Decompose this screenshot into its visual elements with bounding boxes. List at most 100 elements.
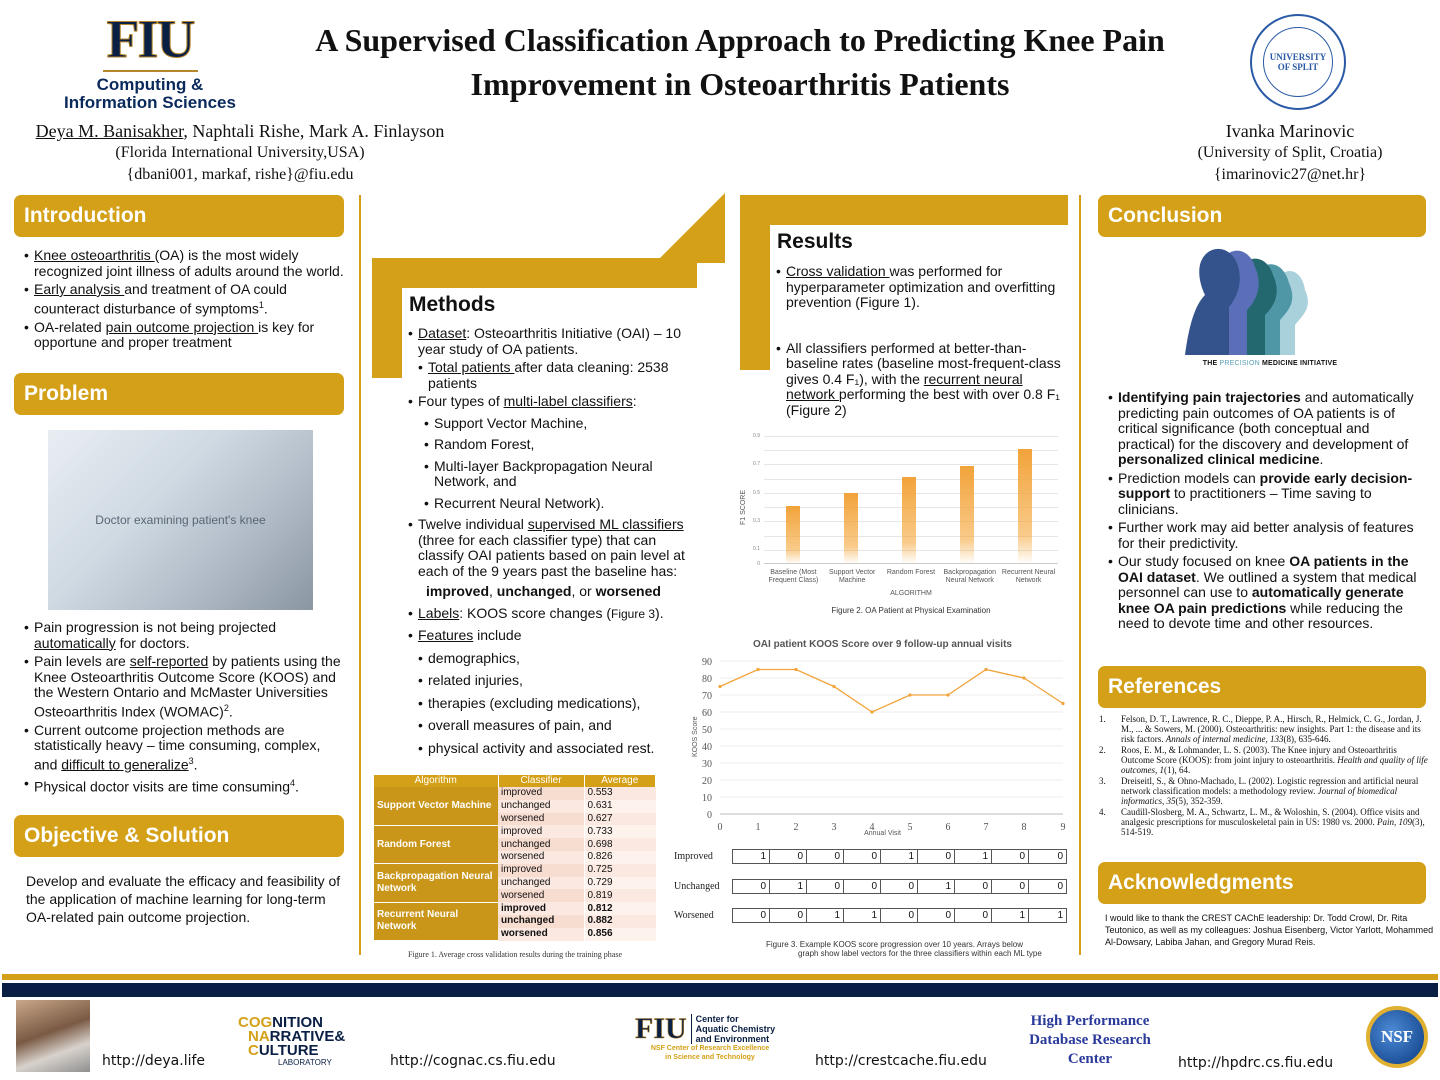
svg-text:8: 8 xyxy=(1022,822,1027,833)
methods-bullet-twelve: Twelve individual supervised ML classifi… xyxy=(408,516,703,579)
x-axis-label: Annual Visit xyxy=(864,830,901,837)
table-row: Backpropagation Neural Network improved 0.… xyxy=(374,863,656,903)
decorative-triangle xyxy=(655,193,725,263)
results-heading: Results xyxy=(777,230,853,253)
svg-text:10: 10 xyxy=(702,793,712,804)
methods-bullet-labels: Labels: KOOS score changes (Figure 3). xyxy=(408,605,703,623)
conclusion-bullets: Identifying pain trajectories and automa… xyxy=(1108,389,1428,635)
problem-bullet: Current outcome projection methods are s… xyxy=(24,722,344,773)
algorithm-cell: Random Forest xyxy=(374,825,498,865)
table-header-row: Algorithm Classifier Average xyxy=(374,775,656,787)
table-row: unchanged 0.882 xyxy=(374,914,656,928)
link-deya-life[interactable]: http://deya.life xyxy=(102,1053,206,1069)
results-bullets: Cross validation was performed for hyper… xyxy=(776,263,1061,421)
acknowledgments-heading: Acknowledgments xyxy=(1098,862,1426,904)
table-row: unchanged 0.631 xyxy=(374,799,656,813)
link-crestcache[interactable]: http://crestcache.fiu.edu xyxy=(815,1053,987,1069)
cognac-lab-logo: COGNITION NARRATIVE& CULTURE LABORATORY xyxy=(238,1014,346,1067)
affiliation-split: (University of Split, Croatia) xyxy=(1197,144,1383,161)
feature-item: demographics, xyxy=(418,650,703,667)
chart-title: OAI patient KOOS Score over 9 follow-up … xyxy=(753,639,1012,650)
bar-backprop-nn xyxy=(960,466,974,564)
algorithm-cell: Recurrent Neural Network xyxy=(374,902,498,942)
crest-cache-logo: FIU Center for Aquatic Chemistry and Envir… xyxy=(635,1012,776,1061)
x-axis-label: ALGORITHM xyxy=(890,590,932,597)
cross-validation-table: Algorithm Classifier Average Support Vec… xyxy=(374,775,656,942)
svg-text:1: 1 xyxy=(756,822,761,833)
conclusion-heading: Conclusion xyxy=(1098,195,1426,237)
table-row: worsened 0.627 xyxy=(374,812,656,826)
reference-item: 3. Dreiseitl, S., & Ohno-Machado, L. (200… xyxy=(1099,776,1419,806)
reference-item: 1. Felson, D. T., Lawrence, R. C., Dieppe… xyxy=(1099,714,1422,744)
problem-bullet: Pain progression is not being projected … xyxy=(24,619,344,651)
methods-bullets: Dataset: Osteoarthritis Initiative (OAI)… xyxy=(408,325,703,759)
methods-bullet-dataset: Dataset: Osteoarthritis Initiative (OAI)… xyxy=(408,325,703,357)
objective-text: Develop and evaluate the efficacy and fe… xyxy=(26,873,341,925)
svg-text:70: 70 xyxy=(702,691,712,702)
svg-text:60: 60 xyxy=(702,708,712,719)
koos-line-chart: OAI patient KOOS Score over 9 follow-up … xyxy=(690,637,1075,847)
intro-bullet: OA-related pain outcome projection is ke… xyxy=(24,319,344,351)
email-split: {imarinovic27@net.hr} xyxy=(1213,166,1367,183)
classifier-item: Random Forest, xyxy=(424,436,703,453)
table-row: worsened 0.856 xyxy=(374,927,656,941)
intro-bullet: Early analysis and treatment of OA could… xyxy=(24,281,344,317)
problem-bullets: Pain progression is not being projected … xyxy=(24,619,344,798)
university-of-split-logo: UNIVERSITY OF SPLIT xyxy=(1250,14,1346,110)
acknowledgments-text: I would like to thank the CREST CAChE le… xyxy=(1105,913,1434,947)
problem-bullet: Pain levels are self-reported by patient… xyxy=(24,653,344,720)
table-row: Random Forest improved 0.733 xyxy=(374,825,656,865)
column-divider xyxy=(359,195,361,955)
references-heading: References xyxy=(1098,666,1426,708)
reference-item: 4. Caudill-Slosberg, M. A., Schwartz, L. … xyxy=(1099,807,1425,837)
author-marinovic: Ivanka Marinovic xyxy=(1225,121,1355,141)
feature-item: therapies (excluding medications), xyxy=(418,695,703,712)
methods-frame-side xyxy=(372,258,402,378)
title-line-2: Improvement in Osteoarthritis Patients xyxy=(470,66,1010,102)
poster-title: A Supervised Classification Approach to … xyxy=(260,18,1220,106)
svg-text:30: 30 xyxy=(702,759,712,770)
svg-text:40: 40 xyxy=(702,742,712,753)
link-hpdrc[interactable]: http://hpdrc.cs.fiu.edu xyxy=(1178,1055,1334,1071)
bar-baseline xyxy=(786,506,800,564)
svg-text:80: 80 xyxy=(702,674,712,685)
classifier-item: Recurrent Neural Network). xyxy=(424,495,703,512)
methods-bullet-features: Features include xyxy=(408,627,703,644)
silhouettes-icon xyxy=(1185,248,1308,355)
svg-text:20: 20 xyxy=(702,776,712,787)
svg-text:0: 0 xyxy=(707,810,712,821)
fiu-cis-logo: FIU Computing & Information Sciences xyxy=(50,12,250,112)
nsf-logo: NSF xyxy=(1366,1006,1428,1068)
table-row: worsened 0.819 xyxy=(374,889,656,903)
conclusion-bullet: Further work may aid better analysis of … xyxy=(1108,519,1428,551)
affiliation-fiu: (Florida International University,USA) xyxy=(115,144,365,161)
results-bullet: All classifiers performed at better-than… xyxy=(776,340,1061,419)
feature-item: physical activity and associated rest. xyxy=(418,740,703,757)
co-authors: , Naphtali Rishe, Mark A. Finlayson xyxy=(183,121,445,141)
svg-text:7: 7 xyxy=(984,822,989,833)
references-list: 1. Felson, D. T., Lawrence, R. C., Dieppe… xyxy=(1097,714,1432,838)
classifier-item: Multi-layer Backpropagation Neural Netwo… xyxy=(424,458,703,490)
figure-3-caption: Figure 3. Example KOOS score progression… xyxy=(766,940,1042,958)
bar-svm xyxy=(844,493,858,564)
introduction-heading: Introduction xyxy=(14,195,344,237)
methods-frame-top xyxy=(372,258,697,288)
split-seal-text: UNIVERSITY OF SPLIT xyxy=(1263,27,1333,97)
introduction-bullets: Knee osteoarthritis (OA) is the most wid… xyxy=(24,247,344,354)
precision-medicine-logo: THE PRECISION MEDICINE INITIATIVE xyxy=(1185,245,1355,370)
feature-item: overall measures of pain, and xyxy=(418,717,703,734)
results-frame-top xyxy=(740,195,1068,225)
objective-heading: Objective & Solution xyxy=(14,815,344,857)
logo-divider xyxy=(102,70,198,72)
svg-text:5: 5 xyxy=(908,822,913,833)
outcome-labels: improved, unchanged, or worsened xyxy=(426,583,661,599)
link-cognac[interactable]: http://cognac.cs.fiu.edu xyxy=(390,1053,556,1069)
feature-item: related injuries, xyxy=(418,672,703,689)
hpdrc-logo: High Performance Database Research Cente… xyxy=(1029,1013,1151,1067)
table-row: Support Vector Machine improved 0.553 xyxy=(374,787,656,826)
svg-text:6: 6 xyxy=(946,822,951,833)
x-axis-ticks: Baseline (Most Frequent Class) Support V… xyxy=(768,569,1056,584)
